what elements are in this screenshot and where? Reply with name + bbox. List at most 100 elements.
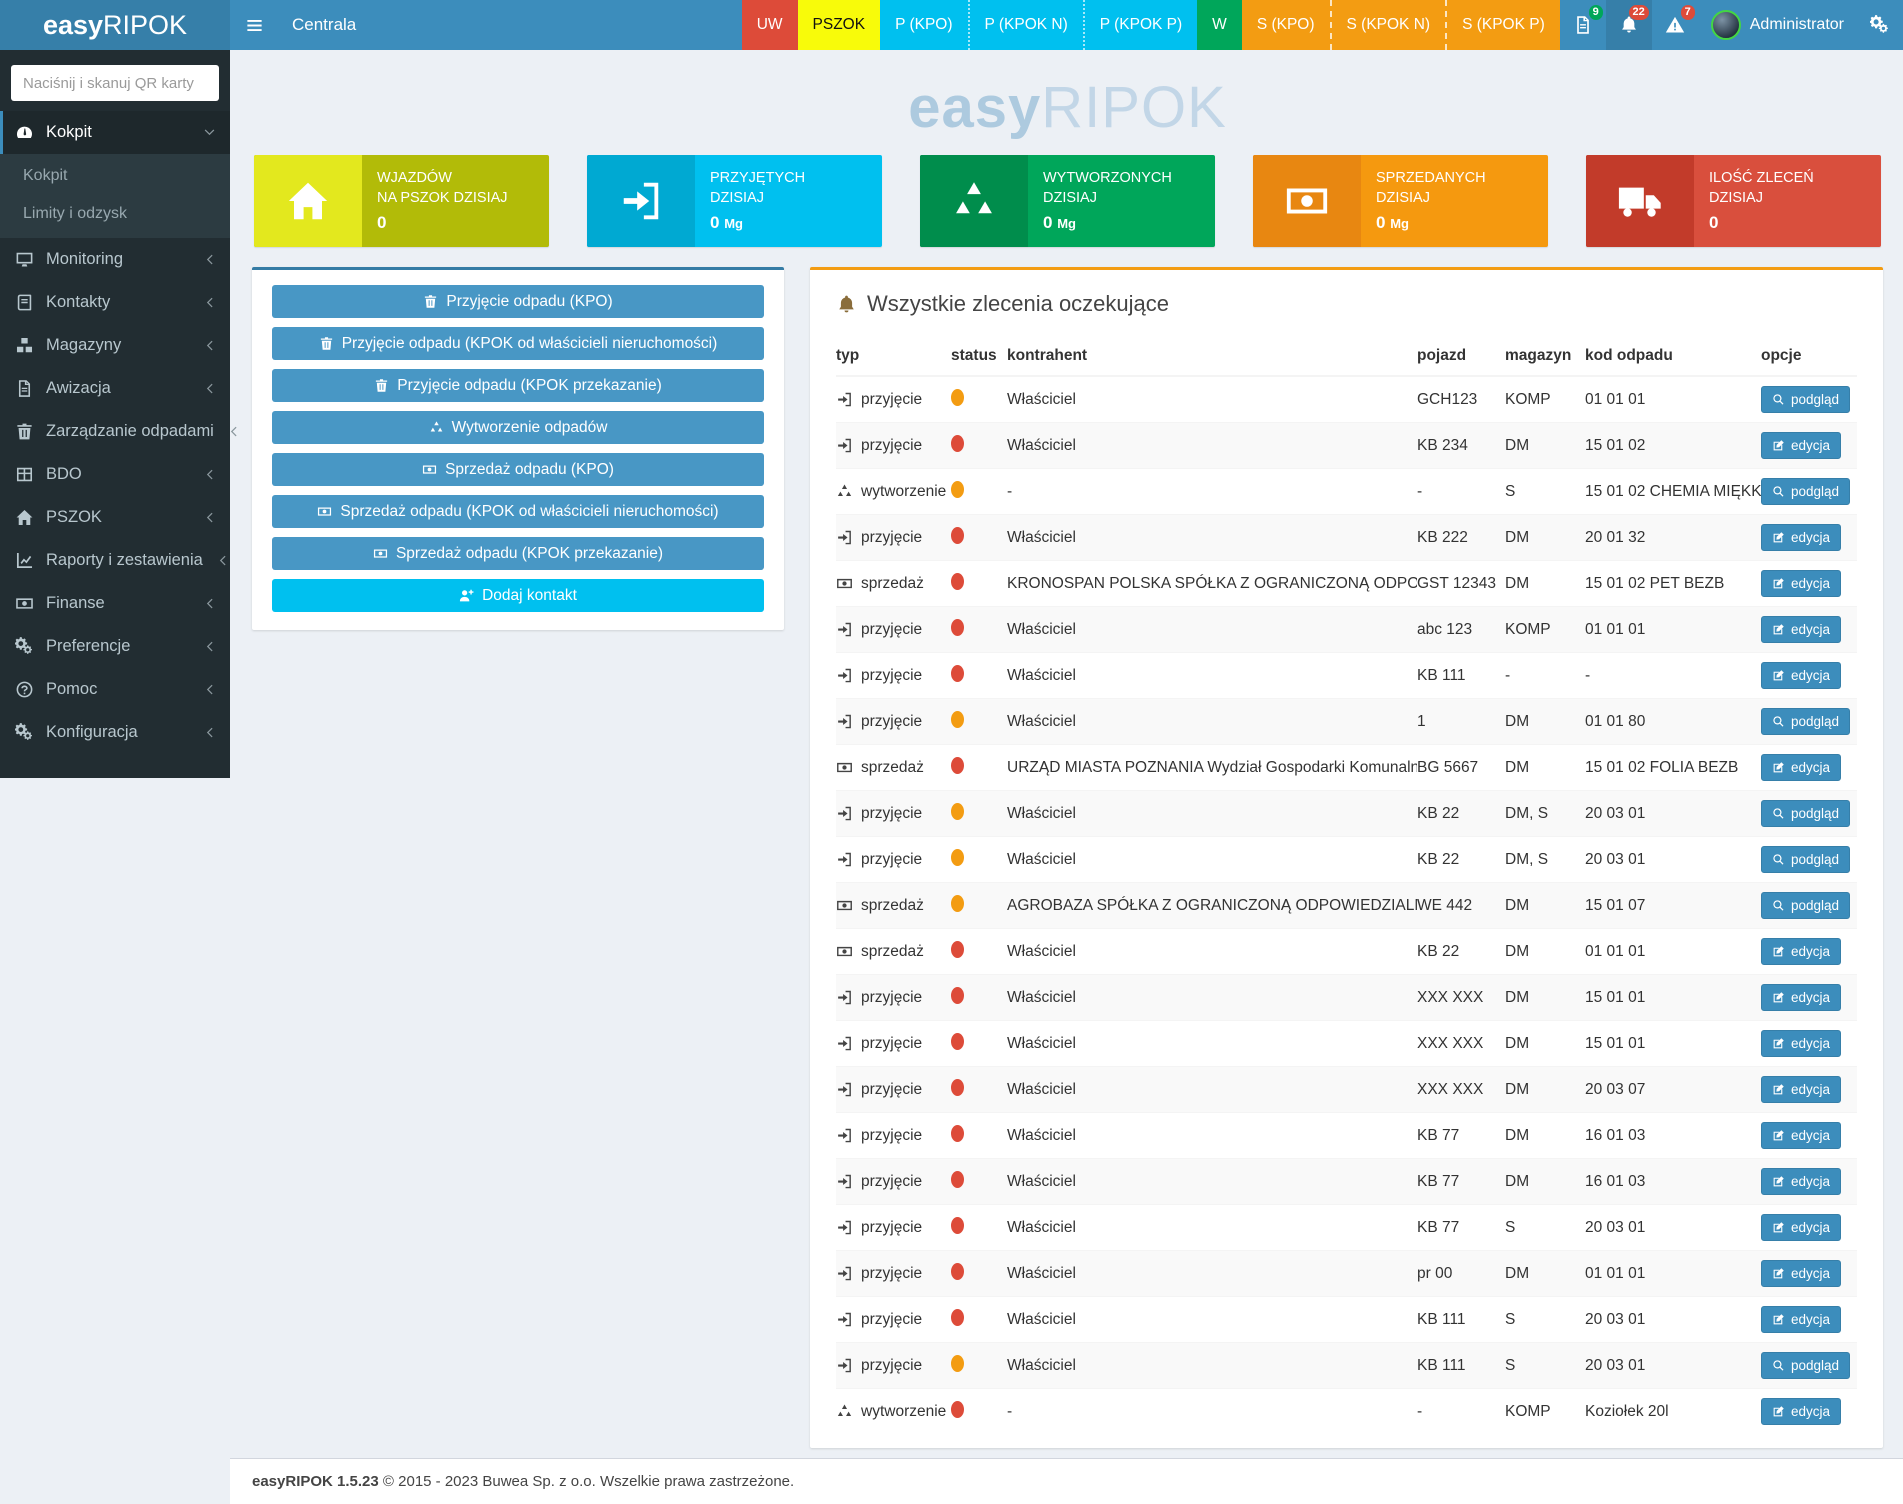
quick-action-button[interactable]: Dodaj kontakt xyxy=(272,579,764,612)
row-action-button[interactable]: edycja xyxy=(1761,938,1842,965)
sidebar-item-icon xyxy=(15,637,34,656)
sidebar-item[interactable]: Zarządzanie odpadami xyxy=(0,410,230,453)
quick-action-icon xyxy=(422,462,437,477)
row-action-button[interactable]: podgląd xyxy=(1761,846,1851,873)
row-action-button[interactable]: podgląd xyxy=(1761,386,1851,413)
sidebar-item[interactable]: PSZOK xyxy=(0,496,230,539)
order-kontrahent: Właściciel xyxy=(1007,1066,1417,1113)
status-dot xyxy=(951,572,964,590)
row-action-icon xyxy=(1772,1083,1785,1096)
order-magazyn: DM xyxy=(1505,744,1585,791)
row-action-icon xyxy=(1772,1221,1785,1234)
row-action-button[interactable]: edycja xyxy=(1761,1168,1842,1195)
row-action-icon xyxy=(1772,807,1785,820)
row-action-button[interactable]: edycja xyxy=(1761,432,1842,459)
navbar-tab[interactable]: PSZOK xyxy=(797,0,881,50)
row-action-button[interactable]: edycja xyxy=(1761,984,1842,1011)
navbar-tab[interactable]: P (KPOK P) xyxy=(1082,0,1198,50)
order-type-icon xyxy=(836,667,853,684)
status-dot xyxy=(951,1032,964,1050)
stat-card-label-2: DZISIAJ xyxy=(710,190,764,206)
notification-icon xyxy=(1573,15,1593,35)
navbar-tab[interactable]: S (KPOK P) xyxy=(1445,0,1560,50)
user-menu[interactable]: Administrator xyxy=(1698,0,1857,50)
row-action-button[interactable]: edycja xyxy=(1761,1306,1842,1333)
navbar-tab[interactable]: S (KPO) xyxy=(1241,0,1330,50)
app-logo[interactable]: easy RIPOK xyxy=(0,0,230,50)
main-content: easyRIPOK WJAZDÓW NA PSZOK DZISIAJ 0 xyxy=(230,50,1903,1458)
orders-header-row: typ status kontrahent pojazd magazyn xyxy=(836,337,1857,377)
qr-search-input[interactable] xyxy=(11,65,219,101)
quick-action-button[interactable]: Wytworzenie odpadów xyxy=(272,411,764,444)
order-type: sprzedaż xyxy=(861,758,924,776)
order-type: przyjęcie xyxy=(861,988,923,1006)
row-action-icon xyxy=(1772,485,1785,498)
row-action-button[interactable]: edycja xyxy=(1761,754,1842,781)
row-action-button[interactable]: edycja xyxy=(1761,1030,1842,1057)
chevron-left-icon xyxy=(202,295,217,310)
navbar-tab[interactable]: P (KPO) xyxy=(880,0,968,50)
sidebar-item[interactable]: Awizacja xyxy=(0,367,230,410)
quick-action-button[interactable]: Sprzedaż odpadu (KPO) xyxy=(272,453,764,486)
sidebar-item[interactable]: BDO xyxy=(0,453,230,496)
quick-action-button[interactable]: Sprzedaż odpadu (KPOK przekazanie) xyxy=(272,537,764,570)
sidebar-item[interactable]: Preferencje xyxy=(0,625,230,668)
settings-button[interactable] xyxy=(1857,0,1903,50)
row-action-button[interactable]: edycja xyxy=(1761,1214,1842,1241)
sidebar-item[interactable]: Kontakty xyxy=(0,281,230,324)
sidebar-item-kokpit[interactable]: Kokpit xyxy=(0,111,230,154)
row-action-button[interactable]: podgląd xyxy=(1761,892,1851,919)
notification-button[interactable]: 22 xyxy=(1605,0,1652,50)
order-type: wytworzenie xyxy=(861,1402,947,1420)
sidebar-item[interactable]: Finanse xyxy=(0,582,230,625)
stat-card-label-2: NA PSZOK DZISIAJ xyxy=(377,190,508,206)
navbar-tab[interactable]: S (KPOK N) xyxy=(1329,0,1446,50)
row-action-button[interactable]: podgląd xyxy=(1761,1352,1851,1379)
order-kontrahent: URZĄD MIASTA POZNANIA Wydział Gospodarki… xyxy=(1007,744,1417,791)
row-action-button[interactable]: edycja xyxy=(1761,616,1842,643)
row-action-button[interactable]: edycja xyxy=(1761,1076,1842,1103)
sidebar-subitem[interactable]: Kokpit xyxy=(23,167,68,184)
sidebar-toggle-button[interactable] xyxy=(230,0,278,50)
sidebar-item-label: Zarządzanie odpadami xyxy=(46,422,214,440)
sidebar-item[interactable]: Konfiguracja xyxy=(0,711,230,754)
order-kontrahent: Właściciel xyxy=(1007,1112,1417,1159)
order-magazyn: DM xyxy=(1505,882,1585,929)
row-action-button[interactable]: edycja xyxy=(1761,1398,1842,1425)
quick-action-button[interactable]: Przyjęcie odpadu (KPOK od właścicieli ni… xyxy=(272,327,764,360)
sidebar-submenu: Kokpit Limity i odzysk xyxy=(0,154,230,238)
sidebar-item[interactable]: Monitoring xyxy=(0,238,230,281)
row-action-button[interactable]: podgląd xyxy=(1761,708,1851,735)
navbar-tab[interactable]: UW xyxy=(741,0,798,50)
row-action-button[interactable]: edycja xyxy=(1761,524,1842,551)
footer-version: easyRIPOK 1.5.23 xyxy=(252,1473,379,1490)
sidebar-item-label: Pomoc xyxy=(46,680,98,698)
row-action-icon xyxy=(1772,577,1785,590)
navbar-tab[interactable]: W xyxy=(1197,0,1242,50)
order-type: przyjęcie xyxy=(861,712,923,730)
row-action-button[interactable]: edycja xyxy=(1761,662,1842,689)
quick-action-icon xyxy=(459,588,474,603)
order-kontrahent: - xyxy=(1007,468,1417,515)
sidebar-item[interactable]: Pomoc xyxy=(0,668,230,711)
sidebar-item[interactable]: Magazyny xyxy=(0,324,230,367)
sidebar-item[interactable]: Raporty i zestawienia xyxy=(0,539,230,582)
navbar-tab[interactable]: P (KPOK N) xyxy=(967,0,1083,50)
quick-action-button[interactable]: Przyjęcie odpadu (KPOK przekazanie) xyxy=(272,369,764,402)
order-kod-odpadu: 20 03 01 xyxy=(1585,790,1761,837)
row-action-button[interactable]: edycja xyxy=(1761,1122,1842,1149)
sidebar-item-icon xyxy=(15,465,34,484)
row-action-button[interactable]: podgląd xyxy=(1761,800,1851,827)
quick-action-button[interactable]: Przyjęcie odpadu (KPO) xyxy=(272,285,764,318)
sidebar-subitem[interactable]: Limity i odzysk xyxy=(23,205,128,222)
row-action-button[interactable]: edycja xyxy=(1761,570,1842,597)
order-row: sprzedaż URZĄD MIASTA POZNANIA Wydział G… xyxy=(836,744,1857,791)
quick-action-button[interactable]: Sprzedaż odpadu (KPOK od właścicieli nie… xyxy=(272,495,764,528)
notification-button[interactable]: 7 xyxy=(1652,0,1698,50)
row-action-button[interactable]: edycja xyxy=(1761,1260,1842,1287)
row-action-icon xyxy=(1772,393,1785,406)
row-action-button[interactable]: podgląd xyxy=(1761,478,1851,505)
chevron-left-icon xyxy=(202,381,217,396)
notification-button[interactable]: 9 xyxy=(1560,0,1606,50)
order-type: sprzedaż xyxy=(861,942,924,960)
